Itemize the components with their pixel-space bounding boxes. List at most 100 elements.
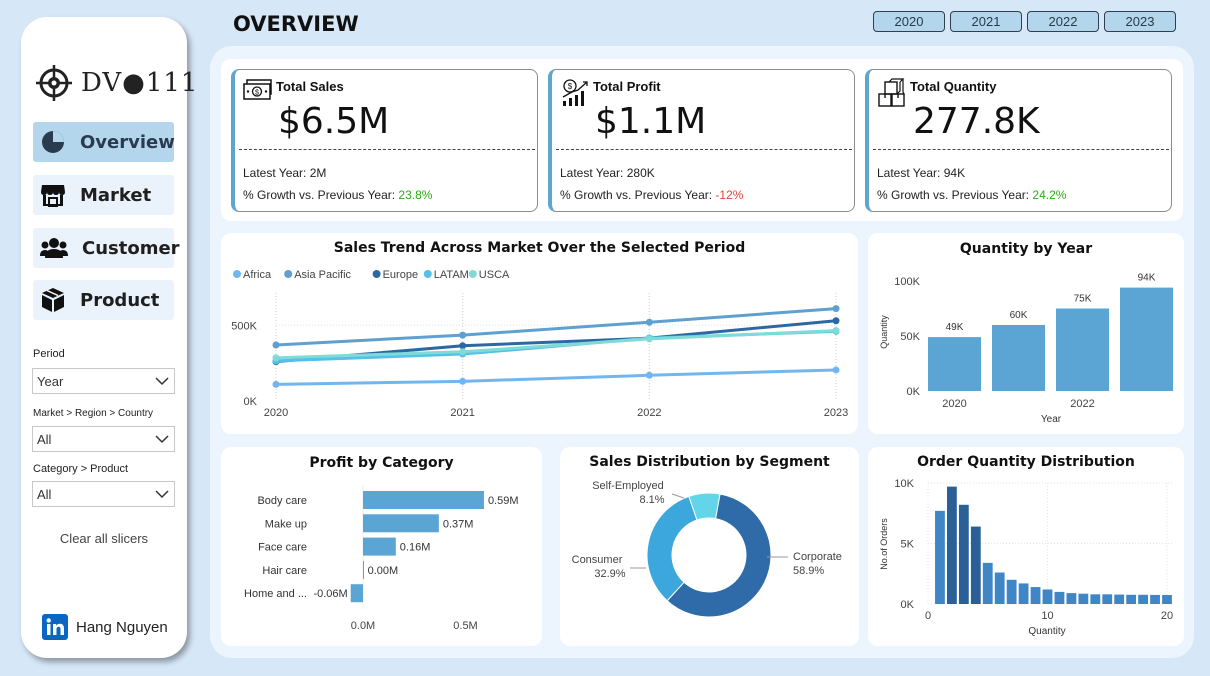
- year-button-2023[interactable]: 2023: [1104, 11, 1176, 32]
- nav-market-label: Market: [80, 184, 152, 206]
- bar: [970, 526, 981, 604]
- period-dropdown[interactable]: Year: [32, 368, 175, 394]
- data-point: [832, 327, 840, 335]
- data-point: [272, 380, 280, 388]
- legend-label: USCA: [479, 269, 510, 281]
- bar: [1018, 583, 1029, 604]
- bar: [1120, 287, 1173, 391]
- kpi-value: $6.5M: [278, 101, 390, 142]
- bar: [1066, 593, 1077, 604]
- market-slicer-label: Market > Region > Country: [33, 408, 154, 419]
- bar: [363, 491, 484, 509]
- y-tick-label: 10K: [894, 478, 914, 490]
- slice-self-employed: [688, 492, 721, 521]
- legend-marker: [284, 270, 293, 278]
- nav-market[interactable]: Market: [33, 175, 174, 215]
- y-tick-label: 0K: [901, 599, 915, 611]
- divider: [873, 149, 1169, 150]
- bar: [1150, 594, 1160, 604]
- bar: [1126, 594, 1137, 604]
- legend-marker: [233, 270, 241, 278]
- bar: [1056, 308, 1109, 391]
- sales-trend-chart: Africa Asia Pacific Europe LATAM USCA 0K 500K 2…: [231, 269, 848, 419]
- data-label: -0.06M: [313, 588, 347, 600]
- nav-overview[interactable]: Overview: [33, 122, 175, 162]
- bar: [1102, 594, 1113, 604]
- data-point: [645, 371, 653, 379]
- legend-marker: [372, 270, 381, 278]
- data-point: [832, 305, 840, 313]
- series-line-usca: [275, 329, 837, 360]
- slice-label: Corporate: [793, 551, 842, 563]
- data-point: [832, 366, 840, 374]
- bar: [1030, 587, 1041, 604]
- kpi-growth: % Growth vs. Previous Year: 24.2%: [877, 188, 1067, 202]
- x-tick-label: 2021: [450, 407, 474, 419]
- kpi-growth: % Growth vs. Previous Year: -12%: [560, 188, 744, 202]
- year-button-2022[interactable]: 2022: [1027, 11, 1099, 32]
- year-button-2020[interactable]: 2020: [873, 11, 945, 32]
- data-point: [459, 348, 467, 356]
- slice-corporate: [666, 493, 772, 618]
- x-tick-label: 0.5M: [453, 620, 477, 632]
- nav-overview-label: Overview: [80, 131, 175, 153]
- bar: [992, 325, 1045, 391]
- money-icon: $: [243, 79, 272, 100]
- category-label: Home and ...: [244, 588, 307, 600]
- bar: [994, 572, 1005, 604]
- chart-title: Profit by Category: [309, 455, 454, 471]
- legend-label: Africa: [243, 269, 272, 281]
- bar: [1162, 595, 1172, 604]
- category-slicer-label: Category > Product: [33, 463, 129, 475]
- data-label: 49K: [946, 322, 964, 333]
- kpi-latest-year: Latest Year: 2M: [243, 166, 327, 180]
- year-button-2021[interactable]: 2021: [950, 11, 1022, 32]
- x-tick-label: 10: [1041, 610, 1053, 622]
- svg-text:$: $: [255, 90, 259, 97]
- target-icon: [36, 65, 72, 101]
- nav-product[interactable]: Product: [33, 280, 174, 320]
- y-tick-label: 50K: [900, 331, 920, 343]
- y-tick-label: 0K: [244, 396, 258, 408]
- bar: [363, 537, 396, 556]
- author-name: Hang Nguyen: [76, 618, 168, 636]
- legend-marker: [423, 270, 432, 278]
- profit-by-category-chart: Body care 0.59M Make up 0.37M Face care 0.16M…: [244, 485, 519, 632]
- bar: [1138, 594, 1148, 604]
- kpi-card-sales: $ Total Sales $6.5M Latest Year: 2M % Gr…: [231, 69, 538, 212]
- legend-marker: [468, 270, 477, 278]
- market-dropdown[interactable]: All: [32, 426, 175, 452]
- leader-line: [671, 493, 685, 499]
- kpi-value: 277.8K: [913, 101, 1040, 142]
- kpi-latest-year: Latest Year: 280K: [560, 166, 655, 180]
- clear-slicers-button[interactable]: Clear all slicers: [59, 531, 149, 546]
- category-dropdown-value: All: [37, 486, 52, 502]
- category-dropdown[interactable]: All: [32, 481, 175, 507]
- bar: [1054, 591, 1065, 604]
- order-quantity-panel: Order Quantity Distribution 0K 5K 10K No.of…: [868, 447, 1184, 646]
- nav-customer[interactable]: Customer: [33, 228, 180, 268]
- data-label: 0.00M: [368, 565, 399, 577]
- boxes-icon: [878, 78, 905, 107]
- chevron-down-icon: [155, 490, 169, 499]
- quantity-by-year-chart: 0K 50K 100K Quantity 49K 2020 60K 75K 2022 94K Yea…: [879, 273, 1173, 425]
- period-dropdown-value: Year: [37, 373, 64, 389]
- x-tick-label: 0: [925, 610, 931, 622]
- chart-title: Order Quantity Distribution: [917, 454, 1135, 470]
- kpi-value: $1.1M: [595, 101, 707, 142]
- users-icon: [40, 238, 68, 258]
- kpi-growth: % Growth vs. Previous Year: 23.8%: [243, 188, 433, 202]
- bar: [363, 514, 439, 533]
- category-label: Face care: [258, 542, 307, 554]
- author[interactable]: Hang Nguyen: [42, 614, 168, 640]
- bar: [958, 504, 969, 604]
- bar: [350, 584, 363, 603]
- logo: DV●111: [35, 64, 198, 102]
- linkedin-icon: [42, 614, 68, 640]
- chevron-down-icon: [155, 435, 169, 444]
- kpi-label: Total Profit: [593, 79, 661, 94]
- period-slicer-label: Period: [33, 348, 65, 360]
- bar: [1006, 579, 1017, 604]
- chart-title: Sales Distribution by Segment: [589, 454, 830, 470]
- svg-text:$: $: [568, 82, 573, 91]
